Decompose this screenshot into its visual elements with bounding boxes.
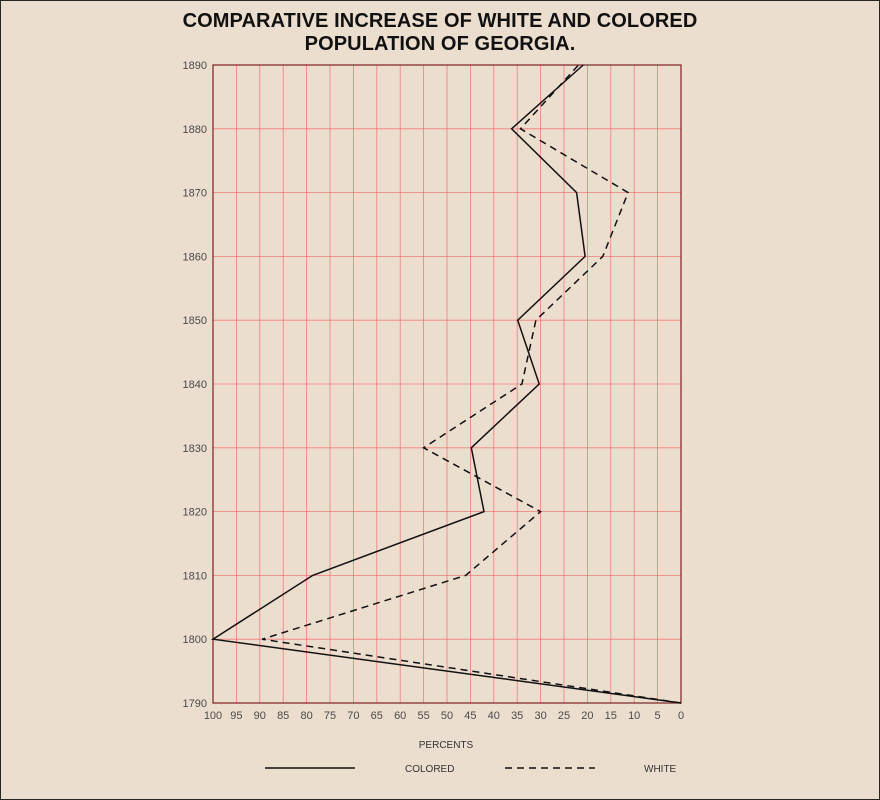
y-tick-label: 1810: [183, 570, 207, 582]
chart-title-line-2: POPULATION OF GEORGIA.: [304, 33, 576, 55]
x-tick-label: 90: [254, 710, 266, 722]
x-tick-label: 50: [441, 710, 453, 722]
x-tick-label: 65: [371, 710, 383, 722]
y-tick-label: 1790: [183, 698, 207, 710]
series-layer: [210, 64, 682, 704]
series-line-white: [261, 64, 682, 704]
x-tick-label: 5: [655, 710, 661, 722]
chart-title: COMPARATIVE INCREASE OF WHITE AND COLORE…: [1, 10, 879, 56]
legend: COLORED WHITE: [265, 764, 677, 775]
x-tick-label: 10: [628, 710, 640, 722]
x-tick-label: 60: [394, 710, 406, 722]
x-tick-label: 25: [558, 710, 570, 722]
x-tick-label: 30: [534, 710, 546, 722]
x-axis-label: PERCENTS: [419, 740, 474, 751]
x-tick-label: 20: [581, 710, 593, 722]
x-tick-label: 0: [678, 710, 684, 722]
x-tick-label: 45: [464, 710, 476, 722]
y-tick-label: 1880: [183, 124, 207, 136]
grid-layer: [212, 64, 682, 704]
y-tick-label: 1820: [183, 507, 207, 519]
x-tick-label: 75: [324, 710, 336, 722]
label-layer: PERCENTS 100 95 90 85 80 75 70 65 60 55 50 45 40 35 30…: [183, 60, 685, 751]
y-tick-label: 1870: [183, 188, 207, 200]
x-tick-label: 35: [511, 710, 523, 722]
x-tick-label: 85: [277, 710, 289, 722]
y-tick-label: 1890: [183, 60, 207, 72]
y-tick-label: 1840: [183, 379, 207, 391]
x-tick-label: 80: [300, 710, 312, 722]
y-tick-label: 1830: [183, 443, 207, 455]
x-tick-label: 100: [204, 710, 222, 722]
y-tick-label: 1800: [183, 634, 207, 646]
axis-layer: [212, 64, 682, 704]
x-tick-label: 15: [605, 710, 617, 722]
x-tick-label: 55: [417, 710, 429, 722]
legend-label-colored: COLORED: [405, 764, 454, 775]
x-tick-label: 70: [347, 710, 359, 722]
y-tick-label: 1860: [183, 251, 207, 263]
x-tick-label: 95: [230, 710, 242, 722]
chart-title-line-1: COMPARATIVE INCREASE OF WHITE AND COLORE…: [182, 10, 698, 32]
x-tick-label: 40: [488, 710, 500, 722]
plot-border: [212, 64, 682, 704]
y-tick-label: 1850: [183, 315, 207, 327]
legend-label-white: WHITE: [644, 764, 677, 775]
